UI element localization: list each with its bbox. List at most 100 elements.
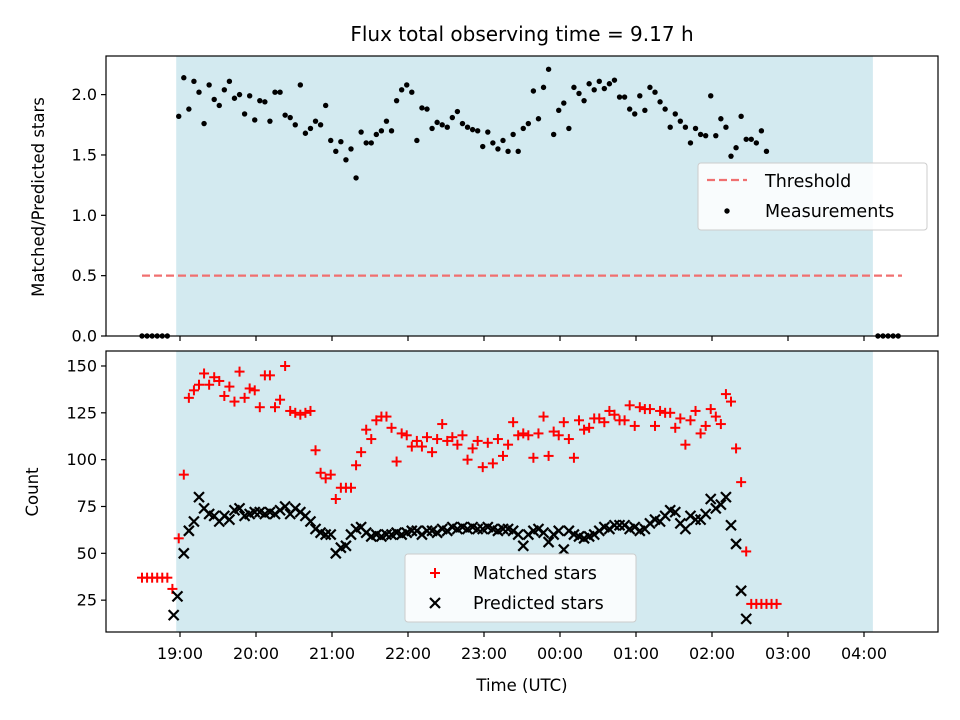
data-point (545, 66, 552, 72)
legend-box (697, 162, 928, 231)
data-point (363, 140, 369, 146)
data-point (550, 131, 557, 138)
data-point (292, 122, 298, 128)
data-point (383, 118, 390, 124)
data-point (414, 137, 420, 144)
data-point (173, 533, 184, 544)
data-point (223, 513, 236, 526)
data-point (679, 523, 692, 535)
data-point (322, 102, 329, 109)
data-point (234, 366, 245, 377)
data-point (495, 146, 501, 152)
data-point (469, 126, 476, 133)
data-point (530, 88, 537, 94)
data-point (500, 137, 506, 144)
data-point (515, 148, 521, 155)
data-point (685, 415, 696, 426)
data-point (616, 94, 623, 100)
data-point (594, 413, 605, 424)
data-point (708, 93, 714, 99)
data-point (378, 128, 385, 134)
data-point (333, 148, 339, 155)
data-point (697, 131, 704, 138)
legend-measurements-label: Measurements (765, 202, 894, 222)
data-point (609, 409, 620, 420)
data-point (464, 124, 471, 130)
data-point (233, 502, 246, 515)
data-point (248, 506, 261, 518)
data-point (219, 390, 230, 401)
x-tick-label: 01:00 (613, 644, 659, 663)
data-point (429, 125, 435, 132)
data-point (338, 138, 344, 145)
data-point (221, 87, 228, 93)
data-point (439, 122, 445, 128)
data-point (619, 415, 630, 426)
data-point (520, 125, 526, 132)
data-point (317, 122, 324, 128)
data-point (330, 493, 341, 504)
data-point (508, 417, 519, 428)
data-point (568, 452, 579, 463)
panel-1: 0.0 0.5 1.0 1.5 2.0 Threshold Measurements (72, 55, 939, 346)
data-point (634, 402, 645, 413)
data-point (307, 125, 314, 132)
data-point (655, 405, 666, 416)
data-point (535, 116, 542, 122)
data-point (254, 402, 265, 413)
data-point (188, 515, 200, 528)
data-point (459, 120, 466, 127)
data-point (518, 428, 529, 439)
data-point (419, 105, 425, 111)
data-point (454, 108, 461, 115)
data-point (680, 439, 691, 450)
data-point (229, 396, 240, 407)
x-tick-label: 00:00 (537, 644, 583, 663)
y-tick-label: 50 (77, 544, 97, 563)
data-point (282, 112, 288, 118)
data-point (566, 125, 572, 132)
data-point (715, 419, 726, 430)
data-point (353, 175, 359, 181)
data-point (487, 458, 498, 469)
data-point (310, 445, 321, 456)
data-point (249, 385, 260, 396)
data-point (300, 407, 311, 418)
data-point (735, 585, 747, 597)
data-point (471, 523, 484, 535)
y-tick-label: 100 (66, 450, 97, 469)
data-point (368, 140, 374, 146)
data-point (361, 424, 372, 435)
y-tick-label: 1.0 (72, 206, 97, 225)
data-point (442, 435, 453, 446)
data-point (324, 528, 337, 541)
data-point (178, 547, 190, 560)
data-point (302, 130, 309, 136)
x-tick-label: 22:00 (385, 644, 431, 663)
data-point (599, 417, 610, 428)
data-point (705, 404, 716, 415)
data-point (241, 111, 248, 117)
data-point (380, 528, 393, 541)
data-point (675, 413, 686, 424)
data-point (579, 424, 590, 435)
data-point (647, 84, 653, 91)
x-tick-label: 21:00 (309, 644, 355, 663)
data-point (718, 116, 724, 122)
data-point (687, 140, 694, 146)
data-point (626, 106, 633, 112)
data-point (366, 434, 377, 445)
data-point (356, 447, 367, 458)
data-point (710, 411, 721, 422)
series-matched-stars (137, 360, 782, 609)
data-point (561, 100, 567, 106)
data-point (351, 460, 362, 471)
legend-threshold-label: Threshold (764, 172, 851, 192)
data-point (409, 89, 415, 95)
data-point (523, 430, 534, 441)
data-point (690, 405, 701, 416)
data-point (295, 409, 306, 420)
data-point (702, 132, 709, 139)
data-point (196, 89, 202, 95)
y-tick-label: 1.5 (72, 145, 97, 164)
